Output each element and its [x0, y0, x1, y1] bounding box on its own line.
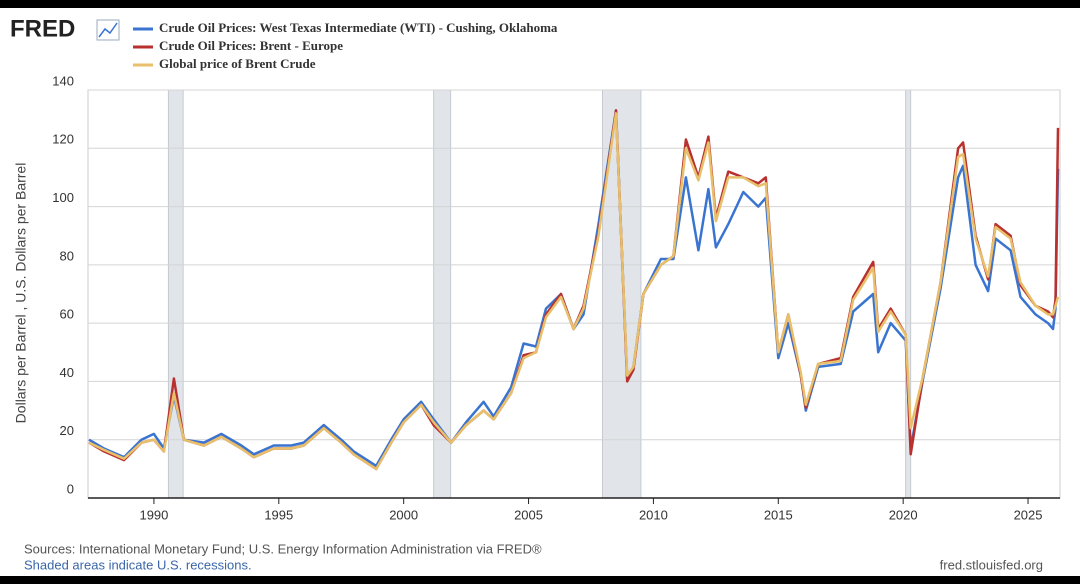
x-tick-label: 2000 — [389, 507, 418, 522]
y-tick-label: 100 — [52, 190, 74, 205]
legend-label: Global price of Brent Crude — [159, 56, 316, 71]
sources: Sources: International Monetary Fund; U.… — [24, 541, 542, 556]
y-tick-label: 140 — [52, 73, 74, 88]
plot-area — [87, 89, 1061, 499]
x-tick-label: 2020 — [889, 507, 918, 522]
logo-icon — [96, 19, 120, 41]
y-tick-label: 0 — [67, 481, 74, 496]
y-axis-label: Dollars per Barrel , U.S. Dollars per Ba… — [13, 163, 29, 424]
bottom-bar — [0, 576, 1080, 584]
y-tick-label: 80 — [60, 248, 74, 263]
legend-label: Crude Oil Prices: Brent - Europe — [159, 38, 343, 53]
y-tick-label: 20 — [60, 423, 74, 438]
y-tick-label: 120 — [52, 132, 74, 147]
recession-band — [167, 89, 184, 499]
y-tick-label: 60 — [60, 307, 74, 322]
x-tick-label: 2025 — [1014, 507, 1043, 522]
x-tick-label: 2015 — [764, 507, 793, 522]
recession-note[interactable]: Shaded areas indicate U.S. recessions. — [24, 557, 252, 572]
site[interactable]: fred.stlouisfed.org — [940, 557, 1043, 572]
x-tick-label: 1990 — [139, 507, 168, 522]
series-line — [88, 112, 1060, 471]
x-tick-label: 2005 — [514, 507, 543, 522]
legend-label: Crude Oil Prices: West Texas Intermediat… — [159, 20, 558, 35]
recession-band — [601, 89, 642, 499]
top-bar — [0, 0, 1080, 8]
x-tick-label: 2010 — [639, 507, 668, 522]
logo: FRED — [10, 15, 75, 42]
x-tick-label: 1995 — [264, 507, 293, 522]
y-tick-label: 40 — [60, 365, 74, 380]
